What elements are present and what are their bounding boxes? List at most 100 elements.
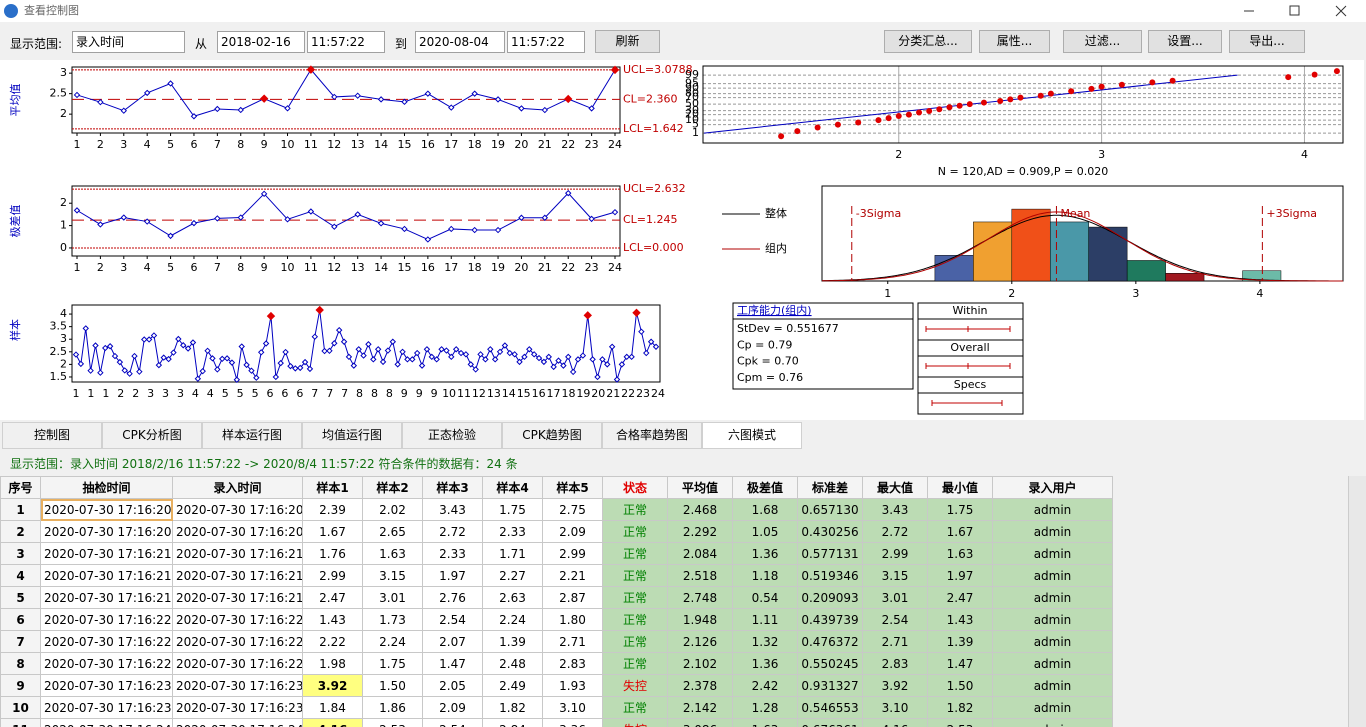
table-cell: 1.84 — [303, 697, 363, 719]
table-cell: admin — [993, 653, 1113, 675]
column-header[interactable]: 最小值 — [928, 477, 993, 499]
column-header[interactable]: 最大值 — [863, 477, 928, 499]
table-cell: 1.82 — [483, 697, 543, 719]
table-cell: 0.439739 — [798, 609, 863, 631]
table-row[interactable]: 32020-07-30 17:16:212020-07-30 17:16:211… — [1, 543, 1113, 565]
table-row[interactable]: 102020-07-30 17:16:232020-07-30 17:16:23… — [1, 697, 1113, 719]
table-cell: 1.18 — [733, 565, 798, 587]
refresh-button[interactable]: 刷新 — [595, 30, 660, 53]
data-point — [1068, 88, 1074, 94]
x-tick-label: 4 — [1256, 287, 1263, 300]
table-cell: 2.21 — [543, 565, 603, 587]
table-cell: 2020-07-30 17:16:20 — [173, 499, 303, 521]
table-cell: 1.75 — [928, 499, 993, 521]
column-header[interactable]: 样本5 — [543, 477, 603, 499]
table-cell: 2.09 — [543, 521, 603, 543]
x-tick-label: 4 — [207, 387, 214, 400]
tab[interactable]: 正态检验 — [402, 422, 502, 449]
table-cell: 2.748 — [668, 587, 733, 609]
table-row[interactable]: 112020-07-30 17:16:242020-07-30 17:16:24… — [1, 719, 1113, 727]
table-cell: 2.126 — [668, 631, 733, 653]
data-point — [1170, 78, 1176, 84]
range-select[interactable]: 录入时间 — [72, 31, 185, 53]
column-header[interactable]: 样本4 — [483, 477, 543, 499]
tab[interactable]: CPK趋势图 — [502, 422, 602, 449]
table-cell: 2020-07-30 17:16:21 — [41, 565, 173, 587]
data-point — [1007, 96, 1013, 102]
column-header[interactable]: 序号 — [1, 477, 41, 499]
table-row[interactable]: 42020-07-30 17:16:212020-07-30 17:16:212… — [1, 565, 1113, 587]
toolbar-button[interactable]: 分类汇总... — [884, 30, 972, 53]
x-tick-label: 12 — [327, 261, 341, 274]
table-cell: 正常 — [603, 631, 668, 653]
toolbar-button[interactable]: 属性... — [979, 30, 1050, 53]
table-cell: 2.83 — [543, 653, 603, 675]
data-point — [1149, 79, 1155, 85]
x-tick-label: 20 — [591, 387, 605, 400]
x-tick-label: 2 — [117, 387, 124, 400]
table-cell: 0.519346 — [798, 565, 863, 587]
x-tick-label: 7 — [214, 138, 221, 151]
table-cell: 2.24 — [363, 631, 423, 653]
from-time[interactable]: 11:57:22 — [307, 31, 385, 53]
column-header[interactable]: 样本1 — [303, 477, 363, 499]
toolbar-button[interactable]: 导出... — [1229, 30, 1305, 53]
table-cell: 2020-07-30 17:16:21 — [173, 565, 303, 587]
table-row[interactable]: 92020-07-30 17:16:232020-07-30 17:16:233… — [1, 675, 1113, 697]
x-tick-label: 2 — [97, 261, 104, 274]
x-tick-label: 7 — [326, 387, 333, 400]
toolbar-button[interactable]: 过滤... — [1063, 30, 1142, 53]
x-tick-label: 13 — [487, 387, 501, 400]
x-tick-label: 21 — [538, 261, 552, 274]
tab[interactable]: 控制图 — [2, 422, 102, 449]
tab[interactable]: 六图模式 — [702, 422, 802, 449]
to-date[interactable]: 2020-08-04 — [415, 31, 505, 53]
to-time[interactable]: 11:57:22 — [507, 31, 585, 53]
x-tick-label: 19 — [491, 138, 505, 151]
column-header[interactable]: 极差值 — [733, 477, 798, 499]
table-row[interactable]: 82020-07-30 17:16:222020-07-30 17:16:221… — [1, 653, 1113, 675]
x-tick-label: 10 — [281, 138, 295, 151]
table-cell: 0.430256 — [798, 521, 863, 543]
data-point — [778, 133, 784, 139]
column-header[interactable]: 状态 — [603, 477, 668, 499]
x-tick-label: 13 — [351, 138, 365, 151]
table-cell: 1.67 — [303, 521, 363, 543]
table-cell: admin — [993, 609, 1113, 631]
tab[interactable]: 样本运行图 — [202, 422, 302, 449]
table-row[interactable]: 62020-07-30 17:16:222020-07-30 17:16:221… — [1, 609, 1113, 631]
table-row[interactable]: 12020-07-30 17:16:202020-07-30 17:16:202… — [1, 499, 1113, 521]
data-point — [997, 98, 1003, 104]
interval-box — [918, 303, 1023, 414]
x-tick-label: 3 — [177, 387, 184, 400]
toolbar-button[interactable]: 设置... — [1148, 30, 1222, 53]
table-cell: 2.53 — [363, 719, 423, 727]
table-cell: 2.378 — [668, 675, 733, 697]
table-cell: 2020-07-30 17:16:23 — [173, 675, 303, 697]
column-header[interactable]: 样本3 — [423, 477, 483, 499]
column-header[interactable]: 录入时间 — [173, 477, 303, 499]
table-row[interactable]: 52020-07-30 17:16:212020-07-30 17:16:212… — [1, 587, 1113, 609]
table-cell: 0.676361 — [798, 719, 863, 727]
column-header[interactable]: 样本2 — [363, 477, 423, 499]
tab[interactable]: CPK分析图 — [102, 422, 202, 449]
x-tick-label: 4 — [144, 138, 151, 151]
x-tick-label: 24 — [651, 387, 665, 400]
capability-line: Cpm = 0.76 — [737, 371, 803, 384]
y-axis-title: 极差值 — [8, 205, 22, 238]
table-cell: 正常 — [603, 543, 668, 565]
column-header[interactable]: 录入用户 — [993, 477, 1113, 499]
column-header[interactable]: 标准差 — [798, 477, 863, 499]
table-row[interactable]: 22020-07-30 17:16:202020-07-30 17:16:201… — [1, 521, 1113, 543]
tab[interactable]: 均值运行图 — [302, 422, 402, 449]
table-row[interactable]: 72020-07-30 17:16:222020-07-30 17:16:222… — [1, 631, 1113, 653]
column-header[interactable]: 平均值 — [668, 477, 733, 499]
column-header[interactable]: 抽检时间 — [41, 477, 173, 499]
scrollbar[interactable] — [1348, 476, 1366, 727]
data-point — [1017, 95, 1023, 101]
x-tick-label: 7 — [214, 261, 221, 274]
tab[interactable]: 合格率趋势图 — [602, 422, 702, 449]
table-cell: 失控 — [603, 675, 668, 697]
table-cell: 1.63 — [733, 719, 798, 727]
from-date[interactable]: 2018-02-16 — [217, 31, 305, 53]
